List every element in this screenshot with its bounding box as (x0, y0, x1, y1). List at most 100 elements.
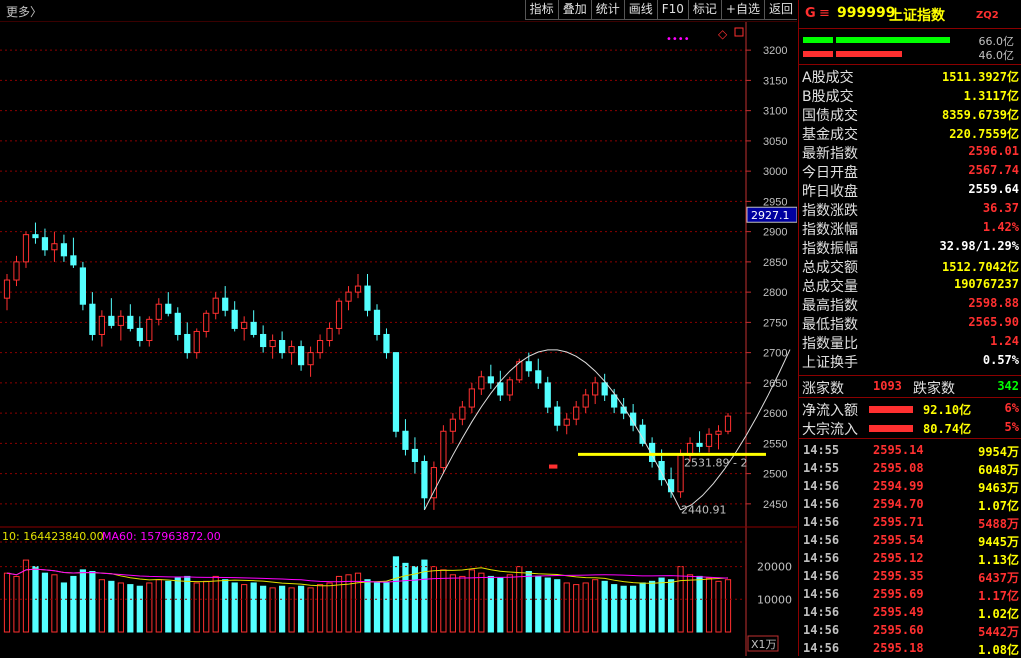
tick-volume: 1.02亿 (978, 607, 1019, 621)
volume-bar (525, 571, 532, 633)
arc-annotation-tail (680, 349, 791, 511)
volume-bar (335, 575, 343, 633)
volume-bar (563, 582, 570, 633)
flow-value: 80.74亿 (923, 422, 972, 436)
tick-price: 2595.60 (873, 623, 924, 637)
current-price-tag-label: 2927.1 (751, 209, 790, 222)
toolbar-button[interactable]: 统计 (590, 0, 624, 20)
volume-bar (364, 579, 371, 633)
quote-value: 2567.74 (968, 163, 1019, 177)
ma10-legend: 10: 164423840.00 (2, 530, 104, 543)
tick-volume: 1.17亿 (978, 589, 1019, 603)
tick-price: 2595.71 (873, 515, 924, 529)
volume-bar (51, 574, 58, 633)
volume-bar (174, 577, 181, 633)
tick-time: 14:56 (803, 551, 840, 565)
tick-price: 2595.14 (873, 443, 924, 457)
candle-body (165, 303, 172, 314)
volume-bar (345, 574, 352, 633)
candle-body (184, 333, 191, 354)
volume-bar (60, 582, 68, 633)
volume-bar (468, 569, 475, 633)
flow-pct: 5% (1004, 420, 1019, 434)
toolbar-button[interactable]: 叠加 (557, 0, 591, 20)
candle-body (260, 333, 267, 348)
volume-bar (193, 582, 200, 633)
quote-row: 昨日收盘 2559.64 (799, 181, 1021, 200)
quote-value: 1512.7042亿 (941, 260, 1019, 274)
red-volume-bar-row: 46.0亿 (799, 47, 1021, 62)
tick-price: 2595.35 (873, 569, 924, 583)
y-axis-tick-label: 2750 (763, 317, 787, 329)
quote-row: 总成交额 1512.7042亿 (799, 257, 1021, 276)
tick-volume: 6048万 (978, 463, 1019, 477)
candle-body (108, 315, 115, 326)
volume-unit-box (747, 635, 779, 652)
quote-row: 指数振幅 32.98/1.29% (799, 238, 1021, 257)
toolbar-button[interactable]: F10 (656, 0, 688, 20)
toolbar-button[interactable]: 画线 (623, 0, 657, 20)
quote-value: 32.98/1.29% (939, 239, 1019, 253)
volume-bar (326, 582, 333, 633)
tick-price: 2595.49 (873, 605, 924, 619)
candle-body (421, 461, 428, 499)
candle-body (601, 382, 608, 396)
candle-body (22, 234, 30, 263)
tick-price: 2595.08 (873, 461, 924, 475)
toolbar-button[interactable]: 标记 (687, 0, 721, 20)
candle-body (212, 297, 219, 314)
quote-label: 总成交量 (802, 279, 858, 295)
volume-bar (98, 579, 105, 633)
toolbar-button[interactable]: 返回 (763, 0, 797, 20)
quote-row: 国债成交 8359.6739亿 (799, 105, 1021, 124)
quote-label: B股成交 (802, 89, 854, 105)
toolbar-button[interactable]: 指标 (524, 0, 558, 20)
tick-volume: 5442万 (978, 625, 1019, 639)
tick-volume: 1.07亿 (978, 499, 1019, 513)
quote-value: 2598.88 (968, 296, 1019, 310)
tick-price: 2595.54 (873, 533, 924, 547)
candle-body (430, 467, 438, 499)
volume-bar (705, 577, 713, 633)
candle-body (32, 234, 39, 239)
candle-body (250, 321, 257, 335)
volume-bar (686, 574, 694, 633)
candle-body (535, 370, 542, 384)
volume-bar (231, 582, 238, 633)
more-button[interactable]: 更多〉 (6, 5, 43, 19)
candle-body (459, 406, 466, 420)
tick-time: 14:56 (803, 605, 840, 619)
volume-bar (724, 579, 732, 633)
zq-badge[interactable]: ZQ2 (976, 10, 999, 21)
tick-row: 14:56 2595.54 9445万 (799, 531, 1021, 549)
candle-body (98, 315, 105, 335)
candle-body (117, 315, 124, 326)
kline-chart[interactable]: 3200 3150 3100 3050 3000 2950 2900 2850 2800 2750… (0, 22, 797, 656)
quote-label: 今日开盘 (802, 165, 858, 181)
tick-price: 2594.99 (873, 479, 924, 493)
g-badge[interactable]: G (805, 6, 816, 21)
volume-bar (402, 562, 409, 633)
candle-body (658, 461, 665, 481)
y-axis-tick-label: 3150 (763, 75, 787, 87)
candle-body (563, 418, 570, 426)
divider (799, 64, 1021, 65)
candle-body (41, 237, 49, 251)
candle-body (478, 376, 485, 390)
volume-bar (41, 572, 49, 633)
tick-time: 14:56 (803, 497, 840, 511)
candle-body (582, 394, 589, 408)
tick-volume: 9463万 (978, 481, 1019, 495)
volume-bar (630, 585, 637, 633)
quote-value: 190767237 (953, 277, 1019, 291)
candle-body (573, 406, 580, 420)
tick-row: 14:56 2595.71 5488万 (799, 513, 1021, 531)
green-bar-left (803, 37, 833, 43)
candle-body (449, 418, 456, 432)
toolbar-button[interactable]: +自选 (720, 0, 764, 20)
flow-pct: 6% (1004, 401, 1019, 415)
fall-value: 342 (997, 379, 1019, 393)
fall-label: 跌家数 (913, 381, 955, 397)
menu-icon[interactable]: ≡ (819, 6, 830, 21)
quote-label: 指数振幅 (802, 241, 858, 257)
